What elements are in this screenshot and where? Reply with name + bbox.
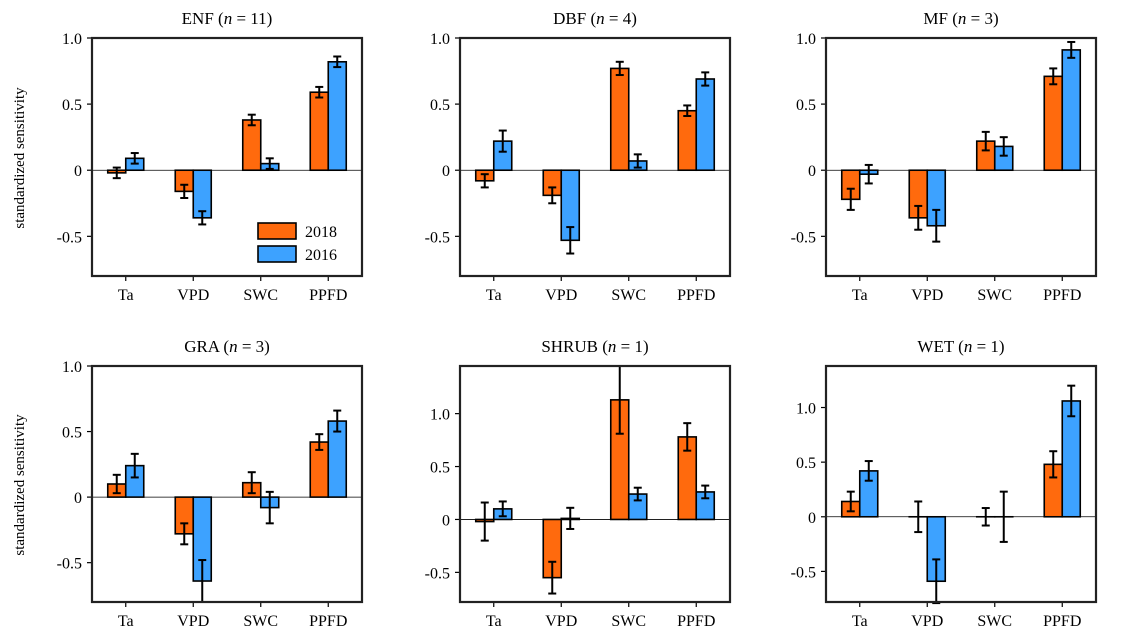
x-tick-label: SWC <box>611 287 646 304</box>
x-tick-label: PPFD <box>677 287 715 304</box>
y-tick-label: 1.0 <box>430 31 450 48</box>
panel-title: ENF (n = 11) <box>182 9 273 28</box>
y-tick-label: -0.5 <box>57 229 82 246</box>
x-tick-label: Ta <box>852 287 868 304</box>
x-tick-label: Ta <box>486 613 502 630</box>
x-tick-label: VPD <box>177 287 209 304</box>
y-tick-label: 0.5 <box>62 425 82 442</box>
bar-2016 <box>327 60 348 172</box>
x-tick-label: SWC <box>243 613 278 630</box>
legend-swatch <box>257 245 297 263</box>
x-tick-label: PPFD <box>1043 613 1081 630</box>
panel-title: MF (n = 3) <box>923 9 998 28</box>
bar-2018 <box>609 67 630 172</box>
bar-2018 <box>309 91 330 172</box>
axes-frame <box>90 364 364 604</box>
legend-label: 2016 <box>305 247 337 264</box>
bar-2018 <box>1043 75 1064 172</box>
chart-panel: GRA (n = 3) -0.5 0 0.5 1.0 Ta VPD SWC PPFD <box>57 337 364 630</box>
x-tick-label: PPFD <box>309 287 347 304</box>
y-tick-label: 0.5 <box>430 97 450 114</box>
x-tick-label: VPD <box>545 613 577 630</box>
bar-2018 <box>677 109 698 172</box>
x-tick-label: Ta <box>852 613 868 630</box>
y-tick-label: -0.5 <box>425 565 450 582</box>
bar-2016 <box>1061 400 1082 518</box>
y-tick-label: 0 <box>74 490 82 507</box>
panel-title: DBF (n = 4) <box>553 9 637 28</box>
y-axis-label-top: standardized sensitivity <box>12 87 28 229</box>
y-tick-label: 0 <box>442 163 450 180</box>
axes-frame <box>824 364 1098 604</box>
y-tick-label: 1.0 <box>62 359 82 376</box>
y-tick-label: 0.5 <box>796 455 816 472</box>
y-tick-label: 0 <box>74 163 82 180</box>
x-tick-label: Ta <box>118 287 134 304</box>
y-tick-label: -0.5 <box>57 556 82 573</box>
y-tick-label: 0 <box>442 512 450 529</box>
chart-panel: WET (n = 1) -0.5 0 0.5 1.0 Ta VPD SWC PPFD <box>791 337 1098 630</box>
x-tick-label: Ta <box>486 287 502 304</box>
x-tick-label: SWC <box>977 287 1012 304</box>
x-tick-label: PPFD <box>677 613 715 630</box>
axes-frame <box>824 36 1098 278</box>
panel-title: WET (n = 1) <box>917 337 1004 356</box>
y-tick-label: 1.0 <box>62 31 82 48</box>
y-tick-label: 0.5 <box>796 97 816 114</box>
y-tick-label: -0.5 <box>791 564 816 581</box>
y-tick-label: 1.0 <box>430 407 450 424</box>
x-tick-label: Ta <box>118 613 134 630</box>
axes-frame <box>458 364 732 604</box>
chart-panel: DBF (n = 4) -0.5 0 0.5 1.0 Ta VPD SWC PPFD <box>425 9 732 304</box>
y-tick-label: 0 <box>808 510 816 527</box>
bar-2018 <box>241 119 262 172</box>
x-tick-label: SWC <box>243 287 278 304</box>
y-axis-label-bottom: standardized sensitivity <box>12 414 28 556</box>
x-tick-label: SWC <box>611 613 646 630</box>
y-tick-label: -0.5 <box>425 229 450 246</box>
x-tick-label: SWC <box>977 613 1012 630</box>
panel-title: GRA (n = 3) <box>184 337 270 356</box>
x-tick-label: VPD <box>545 287 577 304</box>
axes-frame <box>458 36 732 278</box>
panel-title: SHRUB (n = 1) <box>541 337 648 356</box>
legend-swatch <box>257 222 297 240</box>
bar-2016 <box>1061 49 1082 172</box>
x-tick-label: PPFD <box>1043 287 1081 304</box>
x-tick-label: PPFD <box>309 613 347 630</box>
y-tick-label: 0 <box>808 163 816 180</box>
legend: 2018 2016 <box>257 222 337 264</box>
bar-2016 <box>695 78 716 172</box>
chart-panel: ENF (n = 11) -0.5 0 0.5 1.0 Ta VPD SWC PPFD <box>57 9 364 304</box>
x-tick-label: VPD <box>177 613 209 630</box>
y-tick-label: -0.5 <box>791 229 816 246</box>
y-tick-label: 0.5 <box>430 460 450 477</box>
x-tick-label: VPD <box>911 613 943 630</box>
y-tick-label: 0.5 <box>62 97 82 114</box>
axes-frame <box>90 36 364 278</box>
chart-panel: SHRUB (n = 1) -0.5 0 0.5 1.0 Ta VPD SWC PPFD <box>425 337 732 630</box>
y-tick-label: 1.0 <box>796 401 816 418</box>
legend-label: 2018 <box>305 224 337 241</box>
chart-panel: MF (n = 3) -0.5 0 0.5 1.0 Ta VPD SWC PPFD <box>791 9 1098 304</box>
x-tick-label: VPD <box>911 287 943 304</box>
y-tick-label: 1.0 <box>796 31 816 48</box>
